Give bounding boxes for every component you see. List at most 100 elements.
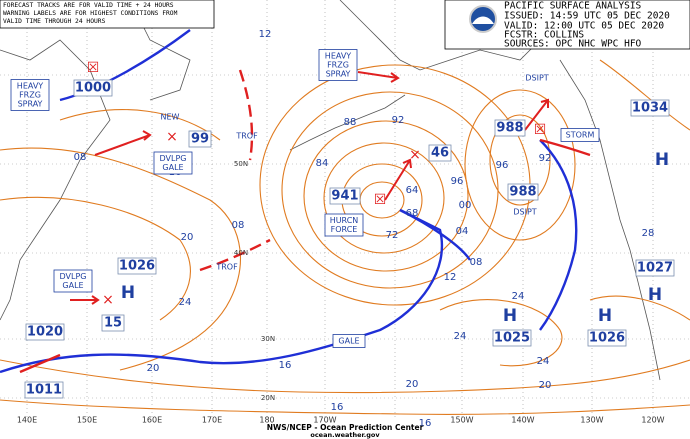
longitude-label: 170W <box>313 416 336 425</box>
header-sources: SOURCES: OPC NHC WPC HFO <box>504 39 642 50</box>
warning-label: GALE <box>162 163 183 172</box>
header-forecaster: FCSTR: COLLINS <box>504 30 584 41</box>
longitude-label: 170E <box>202 416 222 425</box>
warning-box <box>10 79 50 111</box>
warning-label: GALE <box>338 337 359 346</box>
isobar-label: 24 <box>537 356 550 367</box>
pressure-center: 1026 <box>119 259 155 274</box>
header-issued: ISSUED: 14:59 UTC 05 DEC 2020 <box>504 11 670 22</box>
warning-box <box>153 151 193 175</box>
isobar-label: 20 <box>406 379 419 390</box>
isobar-label: 96 <box>496 160 509 171</box>
isobar-label: 24 <box>179 297 192 308</box>
low-symbol: × <box>102 292 114 308</box>
longitude-label: 150W <box>450 416 473 425</box>
pressure-center: 1000 <box>75 81 111 96</box>
low-symbol: × <box>409 147 421 163</box>
feature-label: DSIPT <box>513 208 536 217</box>
longitude-label: 160E <box>142 416 162 425</box>
center-box <box>507 183 539 201</box>
isobar-label: 96 <box>451 176 464 187</box>
pressure-center: 1011 <box>26 383 62 398</box>
isobar-label: 64 <box>406 185 419 196</box>
note-box <box>0 0 215 29</box>
isobar-label: 20 <box>147 363 160 374</box>
warning-label: FORCE <box>331 225 358 234</box>
pressure-center: 1027 <box>637 261 673 276</box>
coastlines <box>0 0 661 381</box>
isobar-label: 00 <box>459 200 472 211</box>
pressure-center: 15 <box>104 316 122 331</box>
isobar-label: 16 <box>279 360 292 371</box>
longitude-label: 140E <box>17 416 37 425</box>
isobar-label: 92 <box>392 115 405 126</box>
warning-label: FRZG <box>327 61 349 70</box>
warning-label: FRZG <box>19 91 41 100</box>
isobar-label: 12 <box>444 272 457 283</box>
longitude-label: 120W <box>641 416 664 425</box>
warning-box <box>560 128 600 142</box>
isobar-label: 88 <box>344 117 357 128</box>
isobar-label: 20 <box>539 380 552 391</box>
high-symbol: H <box>655 150 669 170</box>
isobar-label: 08 <box>232 220 245 231</box>
logo-gull <box>472 16 494 24</box>
center-box <box>494 119 526 137</box>
warning-label: GALE <box>62 281 83 290</box>
warning-label: HEAVY <box>17 82 44 91</box>
header-valid: VALID: 12:00 UTC 05 DEC 2020 <box>504 21 664 32</box>
warning-label: HEAVY <box>325 52 352 61</box>
lows: ☒ ☒ ☒ × × × <box>70 60 549 308</box>
high-symbol: H <box>121 283 135 303</box>
center-box <box>630 99 670 117</box>
high-symbol: H <box>598 306 612 326</box>
pressure-center: 988 <box>496 121 523 136</box>
feature-label: TROF <box>215 263 238 272</box>
low-symbol: × <box>166 129 178 145</box>
warning-label: STORM <box>566 131 595 140</box>
isobar-label: 08 <box>470 257 483 268</box>
center-box <box>117 257 157 275</box>
isobar-label: 04 <box>456 226 469 237</box>
isobar-label: 16 <box>331 402 344 413</box>
note-line: VALID TIME THROUGH 24 HOURS <box>3 18 106 25</box>
warning-box <box>318 49 358 81</box>
footer-line: NWS/NCEP - Ocean Prediction Center <box>267 423 424 432</box>
labels: 140E 150E 160E 170E 180 170W 150W 140W 130W 120W 5… <box>10 29 675 429</box>
isobar-label: 28 <box>642 228 655 239</box>
isobar-label: 92 <box>539 153 552 164</box>
warning-label: SPRAY <box>326 70 351 79</box>
longitude-label: 150E <box>77 416 97 425</box>
center-box <box>587 329 627 347</box>
latitude-label: 50N <box>234 160 248 168</box>
low-symbol: ☒ <box>534 122 547 138</box>
header-title: PACIFIC SURFACE ANALYSIS <box>504 1 642 12</box>
longitude-label: 140W <box>511 416 534 425</box>
center-box <box>635 259 675 277</box>
pressure-center: 1020 <box>27 325 63 340</box>
isobar-label: 20 <box>181 232 194 243</box>
pressure-center: 46 <box>431 146 449 161</box>
isobar-label: 72 <box>386 230 399 241</box>
warning-box <box>53 269 93 293</box>
warning-box <box>332 334 366 348</box>
warning-label: DVLPG <box>60 272 87 281</box>
center-box <box>101 314 125 332</box>
high-symbol: H <box>648 285 662 305</box>
warning-label: HURCN <box>330 216 359 225</box>
feature-label: DSIPT <box>525 74 548 83</box>
feature-label: NEW <box>161 113 180 122</box>
note-line: FORECAST TRACKS ARE FOR VALID TIME + 24 … <box>3 2 174 9</box>
center-box <box>73 79 113 97</box>
latitude-label: 40N <box>234 249 248 257</box>
isobar-label: 24 <box>454 331 467 342</box>
center-box <box>188 130 212 148</box>
isobar-label: 68 <box>406 208 419 219</box>
pressure-center: 99 <box>191 132 209 147</box>
isobar-label: 24 <box>512 291 525 302</box>
latitude-label: 20N <box>261 394 275 402</box>
center-box <box>428 144 452 162</box>
warning-label: SPRAY <box>18 100 43 109</box>
isobar-label: 16 <box>419 418 432 429</box>
latitude-label: 30N <box>261 335 275 343</box>
